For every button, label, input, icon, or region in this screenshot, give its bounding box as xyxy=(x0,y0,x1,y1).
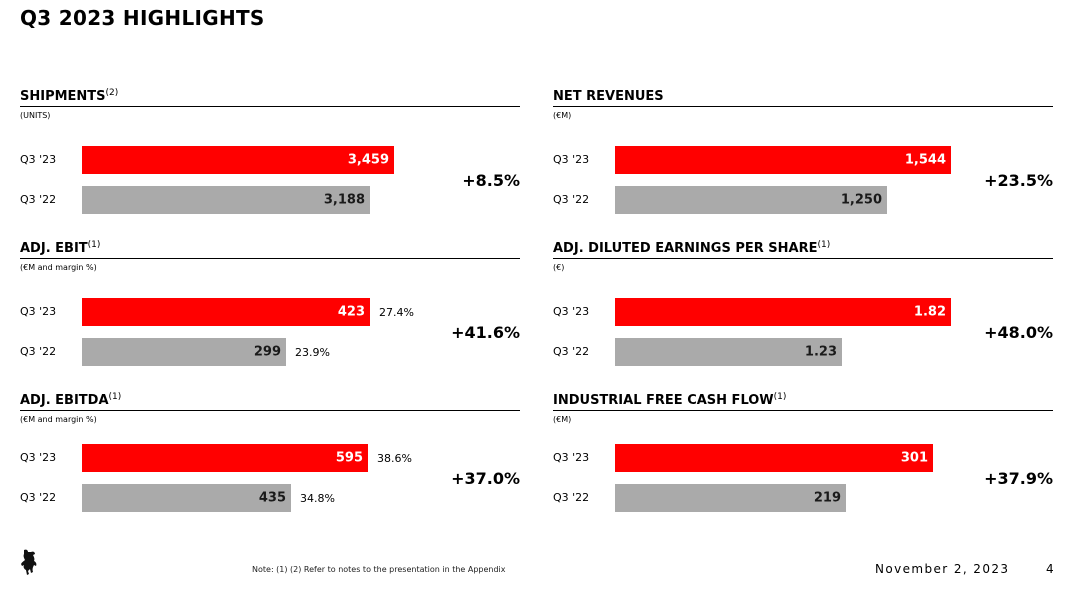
bar-value-label: 423 xyxy=(337,304,365,320)
adj-diluted-earnings-per-share-unit: (€) xyxy=(553,263,565,272)
shipments-unit: (UNITS) xyxy=(20,111,51,120)
net-revenues-growth: +23.5% xyxy=(984,171,1053,190)
panel-title-text: INDUSTRIAL FREE CASH FLOW xyxy=(553,393,774,408)
adj-ebitda-bar-q3-23: 595 xyxy=(82,444,368,472)
bar-value-label: 1,544 xyxy=(904,152,946,168)
margin-label-q3-23: 38.6% xyxy=(377,452,412,465)
bar-value-label: 435 xyxy=(258,490,286,506)
net-revenues-bar-q3-22: 1,250 xyxy=(615,186,887,214)
panel-title-text: NET REVENUES xyxy=(553,89,664,104)
footnote-reference: (1) xyxy=(817,240,831,250)
adj-ebit-title: ADJ. EBIT(1) xyxy=(20,240,520,259)
bar-value-label: 3,188 xyxy=(323,192,365,208)
panel-title-text: SHIPMENTS xyxy=(20,89,106,104)
category-label-q3-22: Q3 '22 xyxy=(553,491,590,504)
industrial-free-cash-flow-unit: (€M) xyxy=(553,415,572,424)
adj-ebitda-unit: (€M and margin %) xyxy=(20,415,97,424)
page-title: Q3 2023 HIGHLIGHTS xyxy=(20,6,265,30)
adj-ebitda-title: ADJ. EBITDA(1) xyxy=(20,392,520,411)
category-label-q3-23: Q3 '23 xyxy=(20,153,57,166)
shipments-bar-q3-22: 3,188 xyxy=(82,186,370,214)
bar-value-label: 595 xyxy=(335,450,363,466)
adj-diluted-earnings-per-share-panel: ADJ. DILUTED EARNINGS PER SHARE(1) (€) Q3 … xyxy=(553,240,1053,371)
footnote-reference: (1) xyxy=(87,240,101,250)
margin-label-q3-23: 27.4% xyxy=(379,306,414,319)
bar-value-label: 301 xyxy=(900,450,928,466)
shipments-growth: +8.5% xyxy=(462,171,520,190)
category-label-q3-22: Q3 '22 xyxy=(553,345,590,358)
adj-ebit-panel: ADJ. EBIT(1) (€M and margin %) Q3 '23 423 27… xyxy=(20,240,520,371)
adj-ebit-growth: +41.6% xyxy=(451,323,520,342)
industrial-free-cash-flow-bar-q3-23: 301 xyxy=(615,444,933,472)
bar-value-label: 3,459 xyxy=(347,152,389,168)
net-revenues-panel: NET REVENUES (€M) Q3 '23 1,544 Q3 '22 1,250 +2… xyxy=(553,89,1053,219)
industrial-free-cash-flow-panel: INDUSTRIAL FREE CASH FLOW(1) (€M) Q3 '23 30… xyxy=(553,392,1053,523)
net-revenues-title: NET REVENUES xyxy=(553,89,1053,107)
page-number: 4 xyxy=(1046,562,1054,576)
category-label-q3-22: Q3 '22 xyxy=(20,345,57,358)
adj-ebitda-panel: ADJ. EBITDA(1) (€M and margin %) Q3 '23 595… xyxy=(20,392,520,523)
panel-title-text: ADJ. EBITDA xyxy=(20,393,109,408)
margin-label-q3-22: 34.8% xyxy=(300,492,335,505)
panel-title-text: ADJ. DILUTED EARNINGS PER SHARE xyxy=(553,241,818,256)
bar-value-label: 1,250 xyxy=(840,192,882,208)
footer-date: November 2, 2023 xyxy=(875,562,1010,576)
footnote-reference: (2) xyxy=(105,88,119,98)
bar-value-label: 1.82 xyxy=(913,304,946,320)
net-revenues-unit: (€M) xyxy=(553,111,572,120)
industrial-free-cash-flow-title: INDUSTRIAL FREE CASH FLOW(1) xyxy=(553,392,1053,411)
prancing-horse-icon xyxy=(21,549,37,575)
shipments-bar-q3-23: 3,459 xyxy=(82,146,394,174)
industrial-free-cash-flow-bar-q3-22: 219 xyxy=(615,484,846,512)
industrial-free-cash-flow-growth: +37.9% xyxy=(984,469,1053,488)
footnote-reference: (1) xyxy=(773,392,787,402)
adj-ebit-bar-q3-22: 299 xyxy=(82,338,286,366)
category-label-q3-22: Q3 '22 xyxy=(553,193,590,206)
shipments-panel: SHIPMENTS(2) (UNITS) Q3 '23 3,459 Q3 '22 3,18… xyxy=(20,88,520,219)
category-label-q3-23: Q3 '23 xyxy=(553,153,590,166)
bar-value-label: 299 xyxy=(253,344,281,360)
adj-diluted-earnings-per-share-growth: +48.0% xyxy=(984,323,1053,342)
adj-ebit-unit: (€M and margin %) xyxy=(20,263,97,272)
adj-ebitda-growth: +37.0% xyxy=(451,469,520,488)
bar-value-label: 1.23 xyxy=(804,344,837,360)
adj-diluted-earnings-per-share-bar-q3-23: 1.82 xyxy=(615,298,951,326)
shipments-title: SHIPMENTS(2) xyxy=(20,88,520,107)
net-revenues-bar-q3-23: 1,544 xyxy=(615,146,951,174)
bar-value-label: 219 xyxy=(813,490,841,506)
category-label-q3-23: Q3 '23 xyxy=(553,451,590,464)
adj-diluted-earnings-per-share-title: ADJ. DILUTED EARNINGS PER SHARE(1) xyxy=(553,240,1053,259)
category-label-q3-23: Q3 '23 xyxy=(20,451,57,464)
category-label-q3-22: Q3 '22 xyxy=(20,491,57,504)
category-label-q3-23: Q3 '23 xyxy=(20,305,57,318)
adj-ebitda-bar-q3-22: 435 xyxy=(82,484,291,512)
footnote: Note: (1) (2) Refer to notes to the pres… xyxy=(252,565,506,574)
category-label-q3-22: Q3 '22 xyxy=(20,193,57,206)
footnote-reference: (1) xyxy=(108,392,122,402)
adj-diluted-earnings-per-share-bar-q3-22: 1.23 xyxy=(615,338,842,366)
margin-label-q3-22: 23.9% xyxy=(295,346,330,359)
panel-title-text: ADJ. EBIT xyxy=(20,241,88,256)
category-label-q3-23: Q3 '23 xyxy=(553,305,590,318)
adj-ebit-bar-q3-23: 423 xyxy=(82,298,370,326)
